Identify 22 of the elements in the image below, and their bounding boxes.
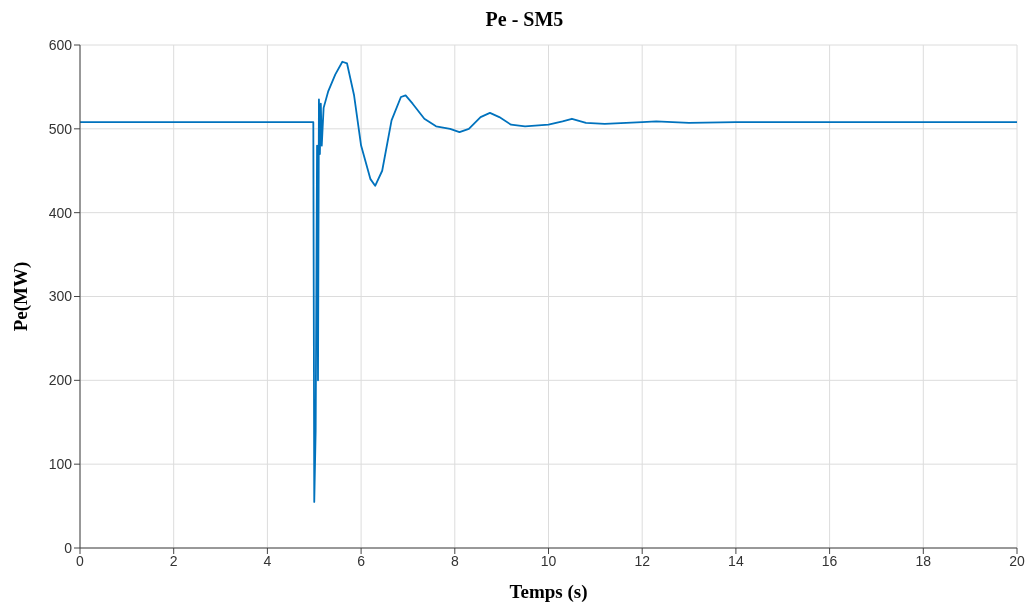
x-tick-label: 6 bbox=[357, 552, 366, 569]
y-tick-label: 100 bbox=[48, 456, 73, 473]
y-axis-title: Pe(MW) bbox=[9, 261, 32, 332]
y-tick-label: 400 bbox=[48, 204, 73, 221]
x-tick-label: 16 bbox=[821, 552, 838, 569]
x-tick-label: 2 bbox=[169, 552, 178, 569]
line-series bbox=[80, 60, 1017, 503]
y-tick-label: 600 bbox=[48, 36, 73, 53]
y-tick-label: 0 bbox=[64, 539, 73, 556]
x-tick-label: 14 bbox=[728, 552, 744, 569]
x-tick-label: 0 bbox=[76, 552, 85, 569]
y-tick-label: 500 bbox=[48, 120, 73, 137]
x-tick-label: 8 bbox=[450, 552, 459, 569]
x-tick-label: 10 bbox=[540, 552, 557, 569]
x-tick-label: 20 bbox=[1009, 552, 1025, 569]
x-tick-label: 4 bbox=[263, 552, 272, 569]
x-axis-title: Temps (s) bbox=[509, 581, 588, 603]
chart-title: Pe - SM5 bbox=[484, 8, 565, 31]
x-tick-label: 12 bbox=[634, 552, 651, 569]
y-tick-label: 300 bbox=[48, 288, 73, 305]
y-tick-label: 200 bbox=[48, 372, 73, 389]
x-tick-label: 18 bbox=[915, 552, 932, 569]
